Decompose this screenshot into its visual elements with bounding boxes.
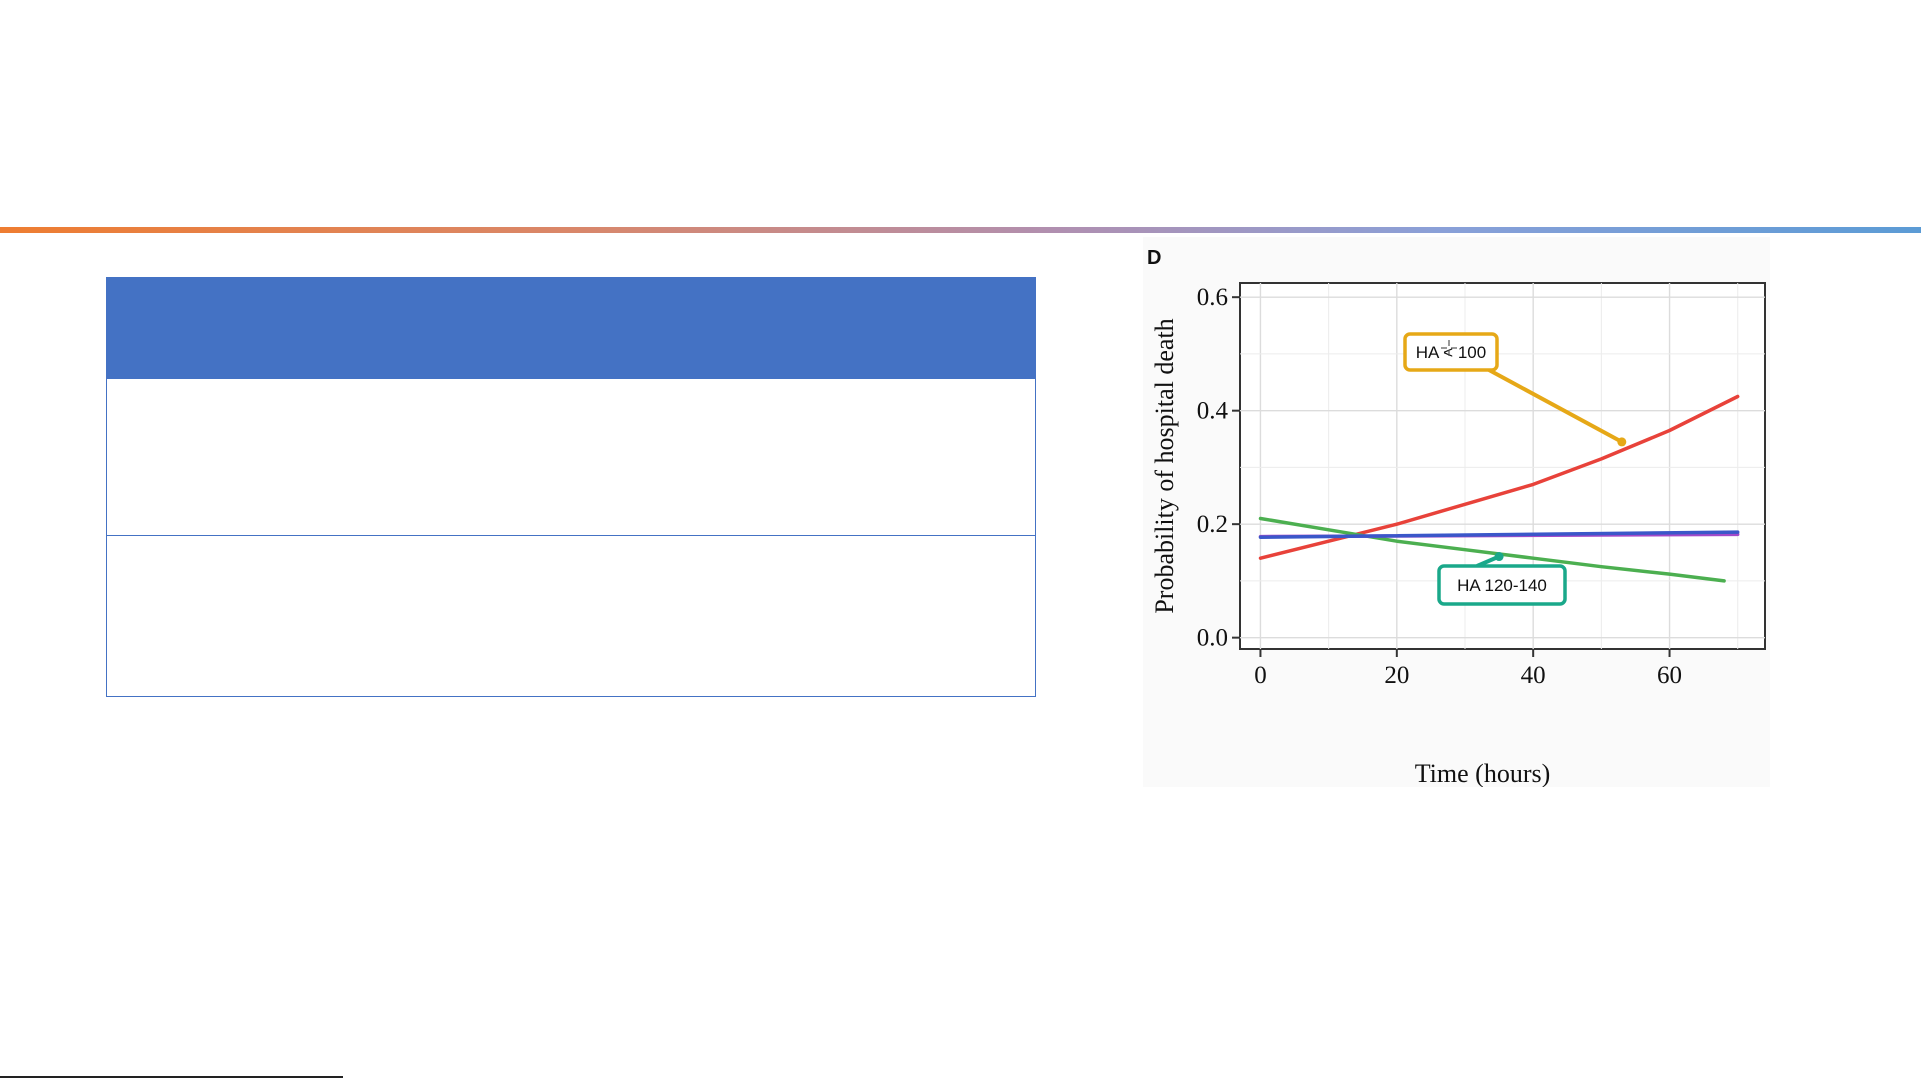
annotation-point [1617, 437, 1627, 447]
annotation-label: HA 120-140 [1457, 576, 1547, 595]
panel-label: D [1147, 247, 1161, 269]
x-tick-label: 0 [1254, 662, 1267, 689]
title-accent-line [0, 227, 1921, 233]
annotation-label: HA < 100 [1416, 343, 1486, 362]
table-header-row [107, 278, 1035, 379]
annotation-box [1437, 564, 1567, 606]
y-tick-label: 0.2 [1197, 511, 1228, 538]
chart-panel: D 0 20 40 60 0.0 0.2 0.4 0.6 HA < 100 HA 120-140… [1143, 237, 1770, 787]
annotation-leader [1488, 368, 1623, 444]
y-axis-label: Probability of hospital death [1150, 318, 1179, 613]
x-tick-label: 40 [1521, 662, 1546, 689]
footnote-rule [0, 1076, 343, 1078]
series-line-4 [1258, 530, 1740, 539]
y-tick-label: 0.6 [1197, 284, 1228, 311]
series-line-1 [1258, 394, 1740, 560]
line-chart: D 0 20 40 60 0.0 0.2 0.4 0.6 HA < 100 HA 120-140… [1147, 247, 1766, 787]
table-row [107, 536, 1035, 696]
crosshair-cursor-icon [1441, 340, 1457, 356]
y-tick-label: 0.0 [1197, 625, 1228, 652]
axes: 0 20 40 60 0.0 0.2 0.4 0.6 [1197, 284, 1682, 689]
x-tick-label: 60 [1657, 662, 1682, 689]
y-tick-label: 0.4 [1197, 398, 1229, 425]
x-tick-label: 20 [1384, 662, 1409, 689]
annotations: HA < 100 HA 120-140 [1403, 332, 1627, 606]
table-row [107, 379, 1035, 536]
annotation-point [1494, 552, 1504, 562]
annotation-box [1403, 332, 1499, 372]
x-axis-label: Time (hours) [1415, 759, 1551, 787]
content-table [106, 277, 1036, 697]
